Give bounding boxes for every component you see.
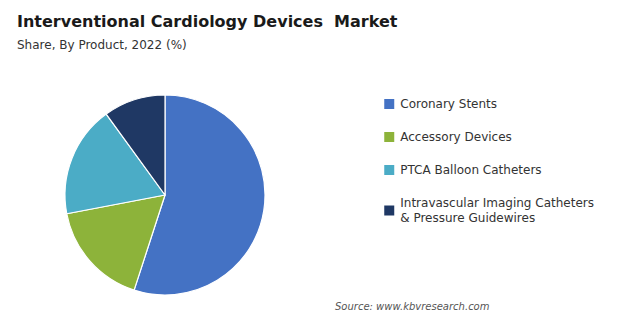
- svg-text:Share, By Product, 2022 (%): Share, By Product, 2022 (%): [17, 38, 187, 52]
- svg-text:Interventional Cardiology Devi: Interventional Cardiology Devices Market: [17, 12, 398, 31]
- svg-text:Source: www.kbvresearch.com: Source: www.kbvresearch.com: [335, 301, 490, 312]
- svg-text:Intravascular Imaging Catheter: Intravascular Imaging Catheters: [400, 196, 594, 210]
- svg-text:& Pressure Guidewires: & Pressure Guidewires: [400, 211, 535, 225]
- svg-text:Coronary Stents: Coronary Stents: [400, 97, 497, 111]
- svg-text:PTCA Balloon Catheters: PTCA Balloon Catheters: [400, 163, 541, 177]
- svg-text:Accessory Devices: Accessory Devices: [400, 130, 512, 144]
